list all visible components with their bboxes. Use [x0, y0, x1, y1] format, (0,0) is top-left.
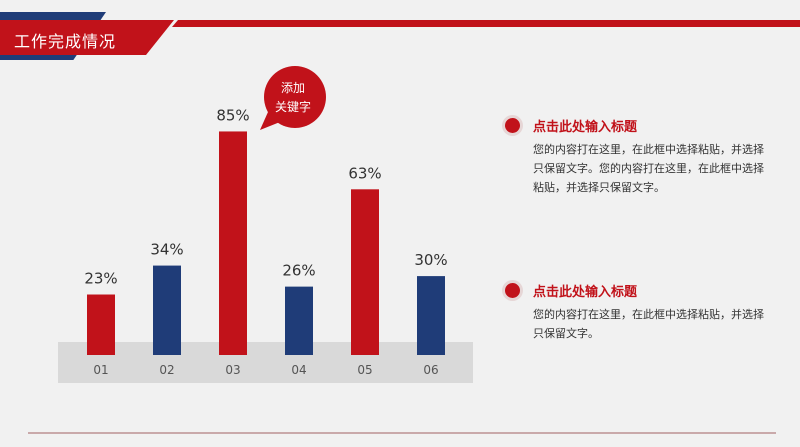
bar-value-label: 30% [414, 251, 447, 269]
item-title[interactable]: 点击此处输入标题 [533, 120, 638, 135]
bar-05 [351, 189, 379, 355]
item-body[interactable]: 您的内容打在这里，在此框中选择粘贴，并选择只保留文字。您的内容打在这里，在此框中… [533, 143, 764, 194]
category-tick-label: 02 [159, 363, 174, 377]
bar-06 [417, 276, 445, 355]
bubble-shape [260, 66, 326, 130]
item-body[interactable]: 您的内容打在这里，在此框中选择粘贴，并选择只保留文字。 [533, 308, 764, 340]
bar-03 [219, 131, 247, 355]
bar-value-label: 34% [150, 241, 183, 259]
text-item-2: 点击此处输入标题 您的内容打在这里，在此框中选择粘贴，并选择只保留文字。 [505, 281, 765, 343]
bubble-text-line1: 添加 [280, 81, 305, 95]
category-tick-label: 01 [93, 363, 108, 377]
category-tick-label: 03 [225, 363, 240, 377]
bubble-text-line2: 关键字 [274, 100, 311, 114]
bottom-divider [28, 432, 776, 434]
header-red-bar [0, 20, 174, 55]
bar-value-label: 23% [84, 270, 117, 288]
category-tick-label: 04 [291, 363, 306, 377]
header-red-line [172, 20, 800, 27]
bullet-dot-icon [505, 283, 520, 298]
page-title: 工作完成情况 [14, 32, 117, 51]
text-item-1: 点击此处输入标题 您的内容打在这里，在此框中选择粘贴，并选择只保留文字。您的内容… [505, 116, 765, 197]
bars-group: 23% 01 34% 02 85% 03 26% 04 63% 05 30% 06 [84, 106, 447, 377]
header-banner [0, 12, 800, 60]
bar-value-label: 26% [282, 262, 315, 280]
bar-02 [153, 265, 181, 355]
item-title[interactable]: 点击此处输入标题 [533, 285, 638, 300]
bullet-dot-icon [505, 118, 520, 133]
bar-04 [285, 286, 313, 355]
category-tick-label: 06 [423, 363, 438, 377]
bar-value-label: 63% [348, 164, 381, 182]
category-tick-label: 05 [357, 363, 372, 377]
bar-value-label: 85% [216, 106, 249, 124]
keyword-bubble: 添加 关键字 [258, 66, 328, 132]
chart-base-band [58, 342, 473, 383]
bar-01 [87, 294, 115, 355]
